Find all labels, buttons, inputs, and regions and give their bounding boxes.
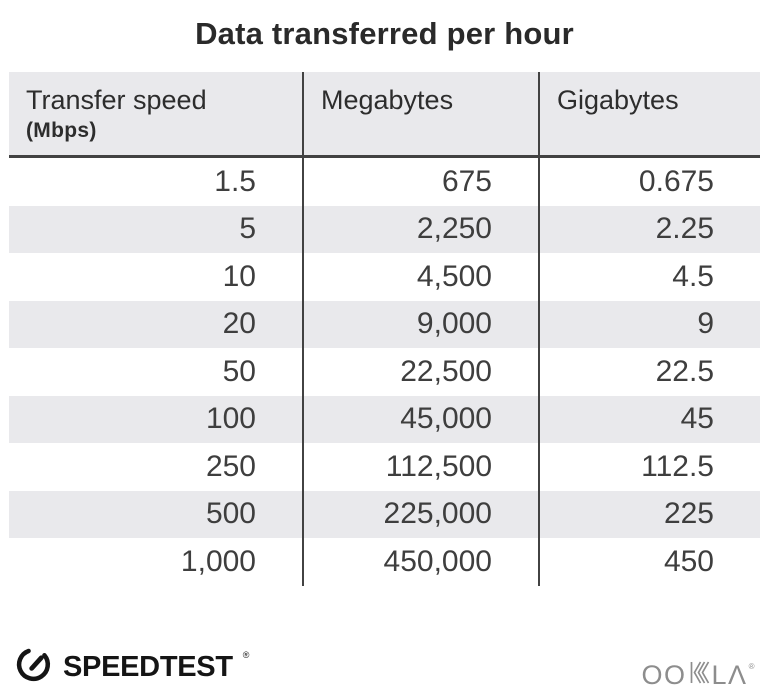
ookla-k-icon — [689, 660, 711, 690]
cell-gigabytes: 450 — [538, 538, 760, 586]
footer: SPEEDTEST ® OO LΛ ® — [13, 644, 755, 690]
cell-megabytes: 2,250 — [302, 205, 538, 253]
gauge-icon — [13, 644, 54, 690]
cell-speed: 20 — [222, 307, 256, 341]
cell-megabytes: 4,500 — [302, 253, 538, 301]
header-sublabel-mbps: (Mbps) — [26, 119, 97, 143]
cell-speed: 5 — [239, 212, 256, 246]
table-row: 5 2,250 2.25 — [9, 205, 760, 253]
cell-speed: 1,000 — [180, 544, 256, 578]
table-row: 250 112,500 112.5 — [9, 443, 760, 491]
cell-gigabytes: 22.5 — [538, 348, 760, 396]
cell-speed: 1.5 — [214, 164, 256, 198]
cell-gigabytes: 45 — [538, 395, 760, 443]
cell-gigabytes: 9 — [538, 300, 760, 348]
registered-trademark: ® — [242, 650, 250, 660]
table-header: Transfer speed (Mbps) Megabytes Gigabyte… — [9, 72, 760, 158]
table-row: 50 22,500 22.5 — [9, 348, 760, 396]
cell-megabytes: 450,000 — [302, 538, 538, 586]
speedtest-wordmark: SPEEDTEST — [63, 650, 233, 683]
table-row: 100 45,000 45 — [9, 395, 760, 443]
data-table: Transfer speed (Mbps) Megabytes Gigabyte… — [9, 72, 760, 586]
ookla-logo: OO LΛ ® — [642, 660, 755, 690]
table-row: 500 225,000 225 — [9, 490, 760, 538]
cell-gigabytes: 0.675 — [538, 158, 760, 206]
cell-gigabytes: 2.25 — [538, 205, 760, 253]
cell-speed: 10 — [222, 259, 256, 293]
table-body: 1.5 675 0.675 5 2,250 2.25 10 4,500 4.5 … — [9, 158, 760, 586]
ookla-wordmark-left: OO — [641, 659, 687, 690]
cell-speed: 100 — [205, 402, 256, 436]
cell-gigabytes: 4.5 — [538, 253, 760, 301]
table-row: 20 9,000 9 — [9, 300, 760, 348]
cell-megabytes: 9,000 — [302, 300, 538, 348]
speedtest-logo: SPEEDTEST ® — [13, 644, 250, 690]
cell-gigabytes: 112.5 — [538, 443, 760, 491]
page-title: Data transferred per hour — [195, 16, 574, 51]
cell-speed: 500 — [205, 497, 256, 531]
cell-megabytes: 112,500 — [302, 443, 538, 491]
table-row: 1.5 675 0.675 — [9, 158, 760, 206]
header-cell-gigabytes: Gigabytes — [538, 72, 760, 155]
header-cell-megabytes: Megabytes — [302, 72, 538, 155]
cell-megabytes: 45,000 — [302, 395, 538, 443]
header-cell-transfer-speed: Transfer speed (Mbps) — [9, 72, 302, 155]
cell-speed: 250 — [205, 449, 256, 483]
cell-megabytes: 22,500 — [302, 348, 538, 396]
table-row: 1,000 450,000 450 — [9, 538, 760, 586]
cell-speed: 50 — [222, 354, 256, 388]
cell-megabytes: 675 — [302, 158, 538, 206]
registered-trademark: ® — [748, 662, 756, 671]
cell-megabytes: 225,000 — [302, 490, 538, 538]
cell-gigabytes: 225 — [538, 490, 760, 538]
table-row: 10 4,500 4.5 — [9, 253, 760, 301]
header-label: Transfer speed — [26, 85, 207, 115]
ookla-wordmark-right: LΛ — [711, 659, 748, 690]
